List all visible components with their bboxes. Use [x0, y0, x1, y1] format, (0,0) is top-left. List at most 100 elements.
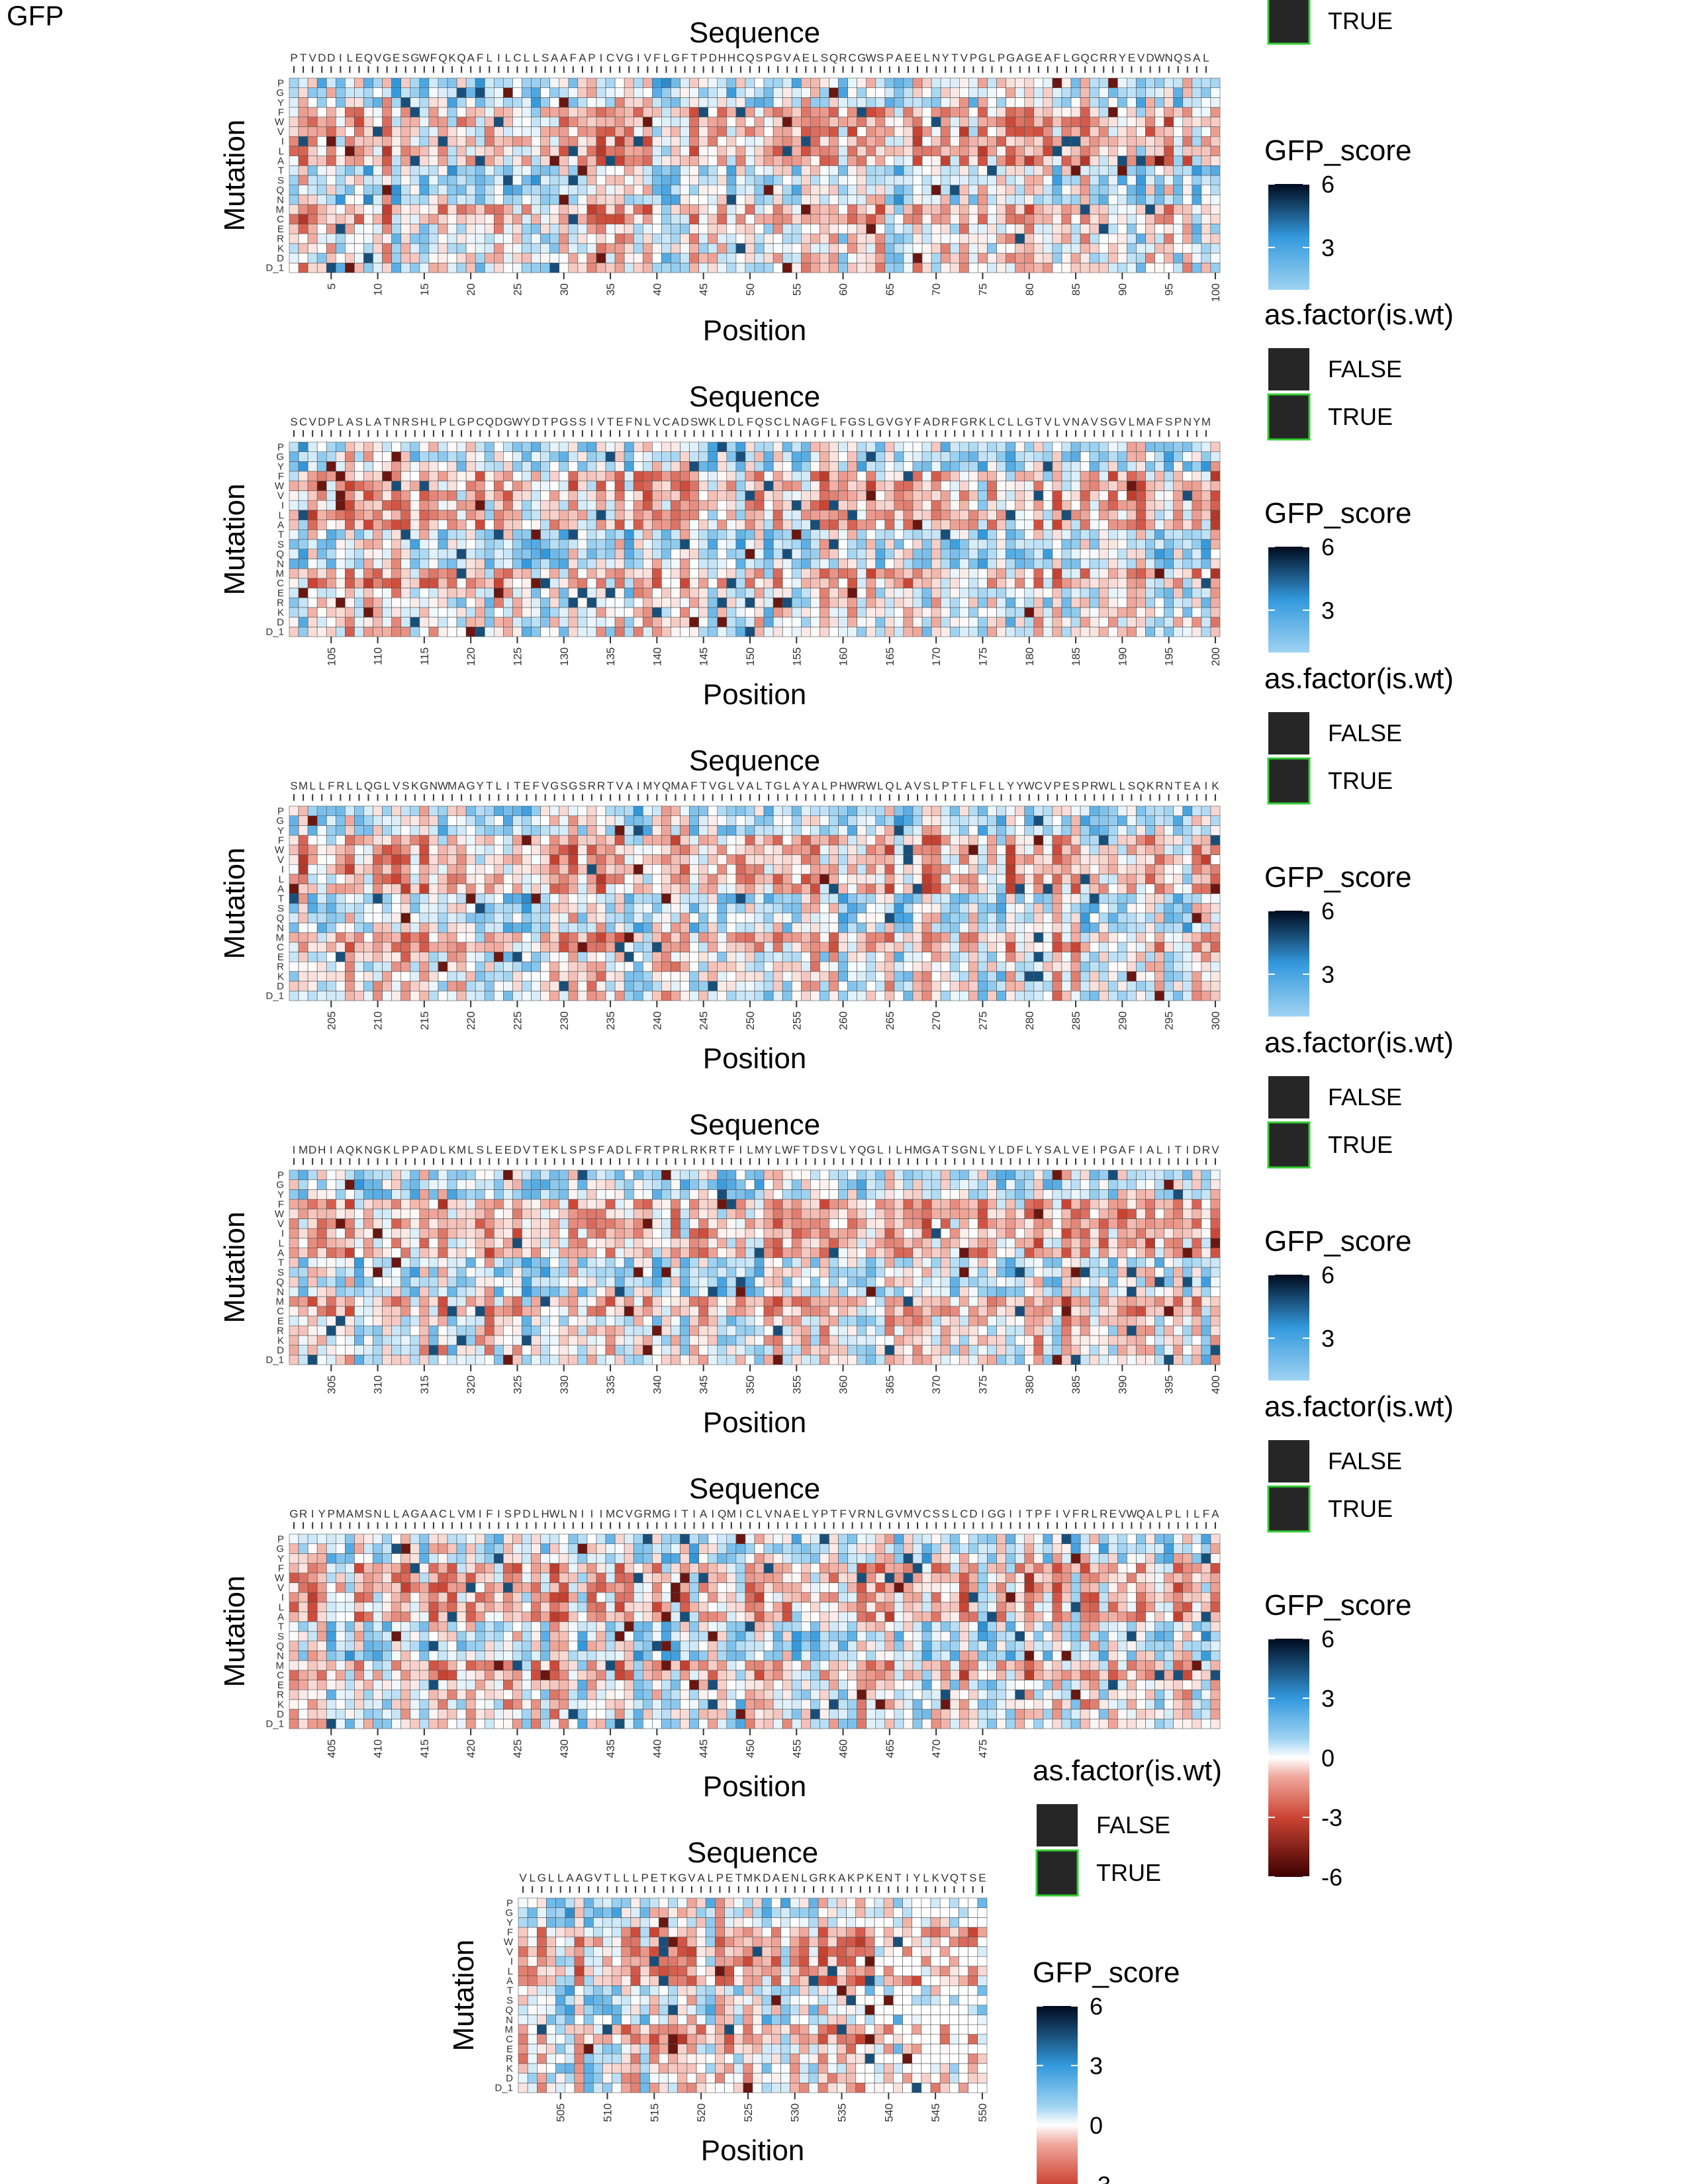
heatmap-cell	[484, 87, 494, 98]
heatmap-cell	[921, 195, 932, 205]
heatmap-cell	[596, 568, 606, 579]
heatmap-cell	[540, 500, 550, 511]
heatmap-cell	[298, 87, 308, 98]
heatmap-cell	[568, 185, 579, 195]
heatmap-cell	[921, 175, 932, 185]
heatmap-cell	[316, 825, 327, 836]
heatmap-cell	[345, 923, 355, 933]
heatmap-cell	[1107, 175, 1118, 185]
heatmap-cell	[438, 441, 448, 452]
heatmap-cell	[326, 233, 336, 244]
heatmap-cell	[307, 549, 318, 559]
sequence-letter: L	[496, 780, 502, 792]
heatmap-cell	[857, 500, 867, 511]
heatmap-cell	[531, 156, 541, 166]
heatmap-cell	[373, 825, 383, 836]
heatmap-cell	[1154, 262, 1164, 273]
heatmap-cell	[549, 87, 560, 98]
heatmap-cell	[661, 126, 671, 137]
heatmap-cell	[959, 578, 969, 588]
heatmap-cell	[289, 126, 299, 137]
heatmap-cell	[652, 480, 662, 491]
heatmap-cell	[931, 451, 941, 462]
heatmap-cell	[345, 146, 355, 156]
heatmap-cell	[540, 224, 550, 234]
sequence-letter: C	[476, 416, 484, 428]
heatmap-cell	[782, 233, 792, 244]
heatmap-cell	[419, 156, 430, 166]
heatmap-cell	[689, 156, 699, 166]
heatmap-cell	[363, 185, 373, 195]
heatmap-cell	[614, 441, 625, 452]
heatmap-cell	[438, 617, 448, 627]
heatmap-cell	[354, 874, 364, 884]
heatmap-cell	[633, 461, 643, 472]
heatmap-cell	[829, 214, 839, 224]
heatmap-cell	[316, 224, 327, 234]
heatmap-cell	[680, 549, 690, 559]
heatmap-cell	[810, 126, 820, 137]
sequence-letter: P	[886, 52, 893, 64]
heatmap-cell	[1070, 253, 1081, 263]
heatmap-cell	[373, 913, 383, 923]
heatmap-cell	[1098, 136, 1109, 147]
heatmap-cell	[903, 175, 914, 185]
heatmap-cell	[456, 617, 467, 627]
heatmap-cell	[1154, 480, 1164, 491]
sequence-letter: D	[318, 416, 326, 428]
heatmap-cell	[1127, 116, 1137, 127]
heatmap-cell	[1061, 175, 1072, 185]
heatmap-cell	[763, 451, 774, 462]
heatmap-cell	[512, 107, 522, 118]
heatmap-cell	[1107, 559, 1118, 569]
heatmap-cell	[1043, 156, 1053, 166]
heatmap-cell	[1117, 214, 1127, 224]
heatmap-cell	[410, 529, 420, 540]
heatmap-cell	[912, 185, 923, 195]
heatmap-cell	[465, 175, 476, 185]
heatmap-cell	[335, 942, 346, 952]
heatmap-cell	[642, 607, 653, 617]
heatmap-cell	[754, 480, 765, 491]
heatmap-cell	[345, 136, 355, 147]
heatmap-cell	[512, 243, 522, 253]
heatmap-cell	[522, 262, 532, 273]
heatmap-cell	[1107, 441, 1118, 452]
heatmap-cell	[419, 262, 430, 273]
heatmap-cell	[1127, 529, 1137, 540]
heatmap-cell	[1127, 559, 1137, 569]
heatmap-cell	[438, 500, 448, 511]
heatmap-cell	[373, 165, 383, 176]
heatmap-cell	[559, 480, 569, 491]
heatmap-cell	[391, 617, 402, 627]
heatmap-cell	[363, 961, 373, 972]
heatmap-cell	[949, 243, 960, 253]
heatmap-cell	[512, 136, 522, 147]
heatmap-cell	[978, 136, 988, 147]
heatmap-cell	[1107, 214, 1118, 224]
heatmap-cell	[484, 97, 494, 108]
heatmap-cell	[754, 185, 765, 195]
heatmap-cell	[1127, 165, 1137, 176]
sequence-letter: E	[914, 52, 921, 64]
heatmap-cell	[903, 549, 914, 559]
heatmap-cell	[540, 233, 550, 244]
heatmap-cell	[577, 253, 588, 263]
heatmap-cell	[512, 233, 522, 244]
heatmap-cell	[456, 529, 467, 540]
heatmap-cell	[307, 146, 318, 156]
heatmap-cell	[391, 126, 402, 137]
heatmap-cell	[373, 903, 383, 913]
heatmap-cell	[363, 893, 373, 904]
heatmap-cell	[1080, 243, 1090, 253]
heatmap-cell	[680, 626, 690, 637]
heatmap-cell	[373, 116, 383, 127]
heatmap-cell	[400, 884, 411, 894]
heatmap-cell	[1070, 185, 1081, 195]
heatmap-cell	[596, 597, 606, 608]
heatmap-cell	[577, 539, 588, 549]
heatmap-cell	[875, 224, 886, 234]
heatmap-cell	[400, 156, 411, 166]
heatmap-cell	[484, 214, 494, 224]
heatmap-cell	[549, 262, 560, 273]
